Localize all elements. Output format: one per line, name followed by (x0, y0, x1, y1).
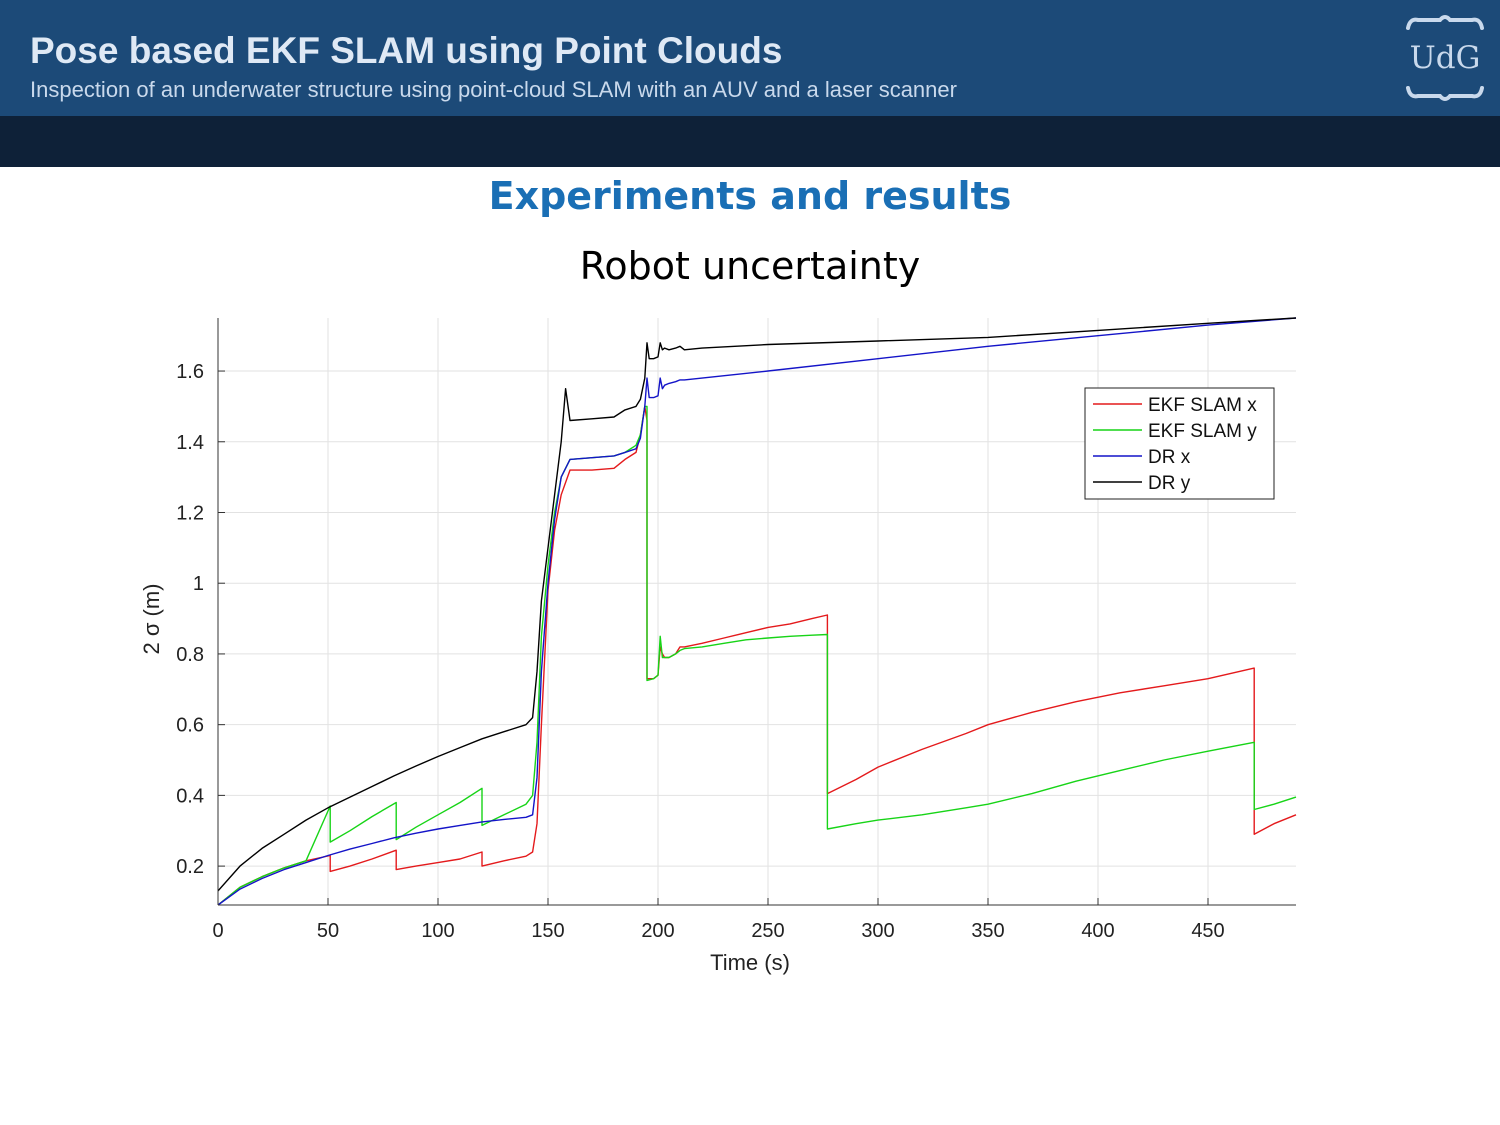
y-tick-label: 0.4 (176, 785, 204, 807)
tick-labels: 0 50 100 150 200 250 300 350 400 450 0.2 0.4 0.6 0.8 1… (176, 361, 1225, 942)
chart-axes (217, 318, 1296, 906)
x-tick-label: 250 (751, 920, 784, 942)
deck-title: Pose based EKF SLAM using Point Clouds (30, 30, 783, 71)
x-tick-label: 450 (1191, 920, 1224, 942)
x-tick-label: 350 (971, 920, 1004, 942)
chart-title: Robot uncertainty (579, 244, 921, 288)
deck-subtitle: Inspection of an underwater structure us… (30, 77, 957, 102)
logo-text: UdG (1410, 40, 1481, 76)
series-layer (217, 317, 1297, 906)
series-line-dr-x (217, 317, 1297, 906)
y-tick-label: 1 (193, 573, 204, 595)
legend-label: DR x (1148, 447, 1191, 468)
y-tick-label: 0.2 (176, 856, 204, 878)
y-tick-label: 1.4 (176, 432, 204, 454)
series-line-dr-y (217, 317, 1297, 892)
y-tick-label: 1.6 (176, 361, 204, 383)
x-tick-label: 300 (861, 920, 894, 942)
legend: EKF SLAM x EKF SLAM y DR x DR y (1084, 387, 1275, 500)
legend-box (1084, 387, 1275, 500)
legend-label: EKF SLAM y (1148, 421, 1257, 442)
y-axis-label: 2 σ (m) (139, 583, 164, 654)
x-tick-label: 100 (421, 920, 454, 942)
y-tick-label: 0.6 (176, 715, 204, 737)
y-tick-label: 1.2 (176, 502, 204, 524)
x-tick-label: 0 (212, 920, 223, 942)
x-axis-label: Time (s) (710, 950, 790, 975)
section-title: Experiments and results (488, 174, 1012, 218)
x-tick-label: 200 (641, 920, 674, 942)
series-line-ekf-slam-y (217, 405, 1297, 906)
x-tick-label: 150 (531, 920, 564, 942)
header-band (0, 116, 1500, 167)
udg-logo: UdG (1406, 15, 1484, 101)
legend-label: DR y (1148, 473, 1191, 494)
x-tick-label: 400 (1081, 920, 1114, 942)
y-tick-label: 0.8 (176, 644, 204, 666)
legend-label: EKF SLAM x (1148, 395, 1257, 416)
header-bar (0, 0, 1500, 116)
x-tick-label: 50 (317, 920, 339, 942)
